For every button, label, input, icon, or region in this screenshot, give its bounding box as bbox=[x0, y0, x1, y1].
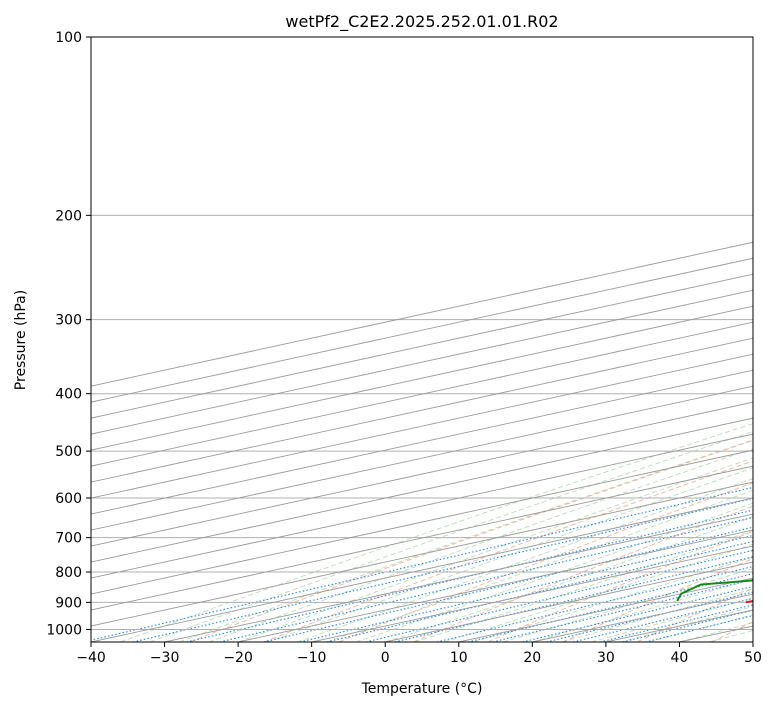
x-tick-label: 50 bbox=[744, 650, 762, 666]
isotherm-line bbox=[0, 37, 775, 642]
isotherm-line bbox=[0, 37, 775, 642]
isotherm-line bbox=[0, 37, 775, 642]
dry-adiabat-line bbox=[712, 37, 775, 642]
y-tick-label: 400 bbox=[55, 387, 82, 403]
y-tick-label: 600 bbox=[55, 491, 82, 507]
dry-adiabat-line bbox=[413, 37, 775, 642]
isotherm-line bbox=[0, 37, 775, 642]
moist-adiabat-line bbox=[120, 37, 775, 642]
moist-adiabat-line bbox=[150, 37, 775, 642]
y-axis-label: Pressure (hPa) bbox=[13, 290, 29, 390]
isotherm-line bbox=[0, 37, 775, 642]
y-tick-label: 800 bbox=[55, 565, 82, 581]
isotherm-line bbox=[0, 37, 775, 642]
moist-adiabat-line bbox=[562, 37, 775, 642]
isotherm-line bbox=[606, 37, 775, 642]
isotherm-line bbox=[0, 37, 775, 642]
x-tick-label: 20 bbox=[523, 650, 541, 666]
x-axis-label: Temperature (°C) bbox=[361, 681, 483, 697]
isotherm-line bbox=[17, 37, 775, 642]
isotherm-line bbox=[0, 37, 775, 642]
x-tick-label: 30 bbox=[597, 650, 615, 666]
dry-adiabat-line bbox=[488, 37, 775, 642]
y-tick-label: 500 bbox=[55, 444, 82, 460]
dry-adiabat-line bbox=[190, 37, 775, 642]
isotherm-line bbox=[0, 37, 775, 642]
isotherm-line bbox=[0, 37, 775, 642]
x-tick-label: 10 bbox=[450, 650, 468, 666]
moist-adiabat-line bbox=[709, 37, 775, 642]
x-tick-label: −30 bbox=[150, 650, 180, 666]
isotherm-lines bbox=[0, 37, 775, 642]
isotherm-line bbox=[0, 37, 775, 642]
isotherm-line bbox=[753, 37, 775, 642]
isotherm-line bbox=[165, 37, 775, 642]
isotherm-line bbox=[0, 37, 775, 642]
moist-adiabat-line bbox=[621, 37, 775, 642]
x-tick-label: −20 bbox=[223, 650, 253, 666]
mixing-ratio-line bbox=[645, 441, 775, 642]
moist-adiabat-line bbox=[268, 37, 775, 642]
x-tick-label: −10 bbox=[297, 650, 327, 666]
background-lines bbox=[83, 37, 775, 642]
moist-adiabat-line bbox=[415, 37, 775, 642]
isotherm-line bbox=[0, 37, 775, 642]
x-tick-label: 40 bbox=[670, 650, 688, 666]
dry-adiabat-line bbox=[563, 37, 775, 642]
chart-title: wetPf2_C2E2.2025.252.01.01.R02 bbox=[285, 12, 558, 32]
moist-adiabat-line bbox=[326, 37, 775, 642]
moist-adiabat-line bbox=[503, 37, 775, 642]
dry-adiabat-line bbox=[637, 37, 775, 642]
y-tick-label: 700 bbox=[55, 531, 82, 547]
y-tick-label: 300 bbox=[55, 313, 82, 329]
isotherm-line bbox=[0, 37, 775, 642]
moist-adiabat-line bbox=[209, 37, 775, 642]
y-tick-label: 1000 bbox=[46, 622, 82, 638]
x-tick-label: 0 bbox=[381, 650, 390, 666]
y-tick-label: 200 bbox=[55, 208, 82, 224]
isotherm-line bbox=[0, 37, 775, 642]
y-tick-label: 900 bbox=[55, 595, 82, 611]
x-tick-label: −40 bbox=[76, 650, 106, 666]
y-tick-label: 100 bbox=[55, 30, 82, 46]
